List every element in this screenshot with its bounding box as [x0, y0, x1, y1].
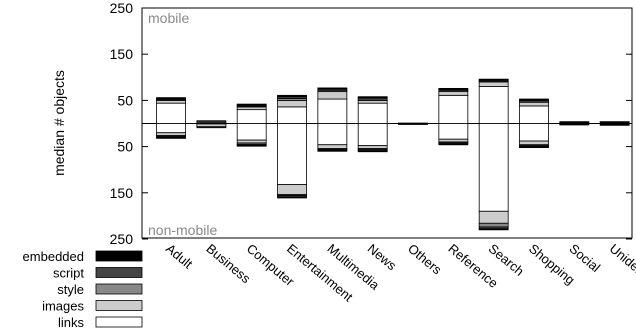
bar-non-mobile-links: [478, 123, 509, 212]
bar-mobile-links: [277, 106, 307, 124]
y-axis-title: median # objects: [51, 70, 67, 176]
bar-mobile-embedded: [277, 94, 307, 98]
bar-mobile-links: [156, 102, 186, 124]
bar-non-mobile-images: [236, 139, 267, 144]
bar-non-mobile-embedded: [559, 123, 590, 126]
legend-swatch-style: [95, 283, 143, 295]
bar-mobile-embedded: [156, 97, 186, 100]
bar-mobile-links: [519, 105, 549, 124]
mobile-label: mobile: [148, 10, 189, 26]
bar-non-mobile-embedded: [519, 146, 549, 149]
non-mobile-label: non-mobile: [148, 222, 217, 238]
x-tick-label: Business: [203, 241, 253, 287]
bar-non-mobile-embedded: [156, 136, 186, 139]
bar-non-mobile-images: [196, 123, 227, 128]
bar-non-mobile-embedded: [277, 196, 307, 199]
y-tick-label: 50: [117, 92, 133, 108]
bar-mobile-images: [478, 81, 509, 87]
x-axis-labels: Adult BusinessComputerEntertainmentMultim…: [163, 241, 636, 305]
legend-swatch-script: [95, 267, 143, 278]
legend-label: images: [42, 299, 84, 314]
bar-non-mobile-embedded: [438, 143, 469, 146]
legend-label: style: [57, 282, 84, 297]
bar-non-mobile-style: [478, 222, 509, 228]
bar-non-mobile-embedded: [317, 149, 348, 152]
bar-mobile-images: [438, 91, 469, 96]
bar-mobile-images: [317, 91, 348, 100]
bar-non-mobile-links: [357, 123, 388, 147]
bar-non-mobile-images: [156, 132, 186, 136]
y-tick-label: 50: [117, 139, 133, 155]
bar-mobile-embedded: [357, 96, 388, 99]
legend-swatch-links: [95, 316, 143, 328]
bar-non-mobile-images: [438, 138, 469, 143]
bar-non-mobile-images: [277, 184, 307, 196]
bar-non-mobile-links: [519, 123, 549, 142]
bar-mobile-links: [357, 102, 388, 124]
bar-mobile-script: [196, 120, 227, 123]
x-tick-label: Unidentified: [607, 241, 636, 297]
bar-non-mobile-links: [438, 123, 469, 140]
y-tick-label: 150: [110, 185, 134, 201]
bar-mobile-embedded: [559, 121, 590, 124]
y-tick-label: 250: [110, 0, 134, 16]
bar-mobile-embedded: [478, 78, 509, 81]
bar-mobile-embedded: [236, 103, 267, 106]
bar-mobile-links: [236, 109, 267, 124]
bar-mobile-images: [519, 101, 549, 107]
legend-swatch-embedded: [95, 250, 143, 262]
bar-non-mobile-images: [317, 144, 348, 149]
bar-non-mobile-script: [196, 126, 227, 129]
bar-non-mobile-embedded: [357, 150, 388, 153]
bar-mobile-links: [478, 86, 509, 124]
bar-non-mobile-links: [277, 123, 307, 185]
y-tick-label: 150: [110, 46, 134, 62]
bar-mobile-embedded: [317, 87, 348, 90]
bar-non-mobile-embedded: [478, 228, 509, 231]
legend-label: script: [53, 266, 84, 281]
bar-non-mobile-images: [478, 210, 509, 224]
bar-mobile-images: [357, 100, 388, 104]
bar-non-mobile-links: [317, 123, 348, 146]
x-tick-label: News: [365, 241, 400, 274]
bar-non-mobile-embedded: [236, 144, 267, 147]
bar-non-mobile-embedded: [599, 123, 630, 126]
bar-non-mobile-embedded: [398, 123, 428, 125]
legend-swatch-images: [95, 300, 143, 311]
bar-non-mobile-images: [357, 145, 388, 149]
bar-mobile-images: [277, 100, 307, 108]
x-tick-label: Others: [405, 241, 445, 278]
bar-non-mobile-links: [236, 123, 267, 141]
legend-label: embedded: [23, 249, 84, 264]
y-axis-ticks: 250 150 50 50 150 250: [110, 0, 632, 247]
bars: [156, 78, 630, 231]
bar-non-mobile-links: [156, 123, 186, 134]
bar-mobile-links: [317, 98, 348, 124]
bar-non-mobile-images: [519, 140, 549, 146]
legend-label: links: [58, 315, 85, 330]
x-tick-label: Adult: [163, 241, 196, 272]
y-tick-label: 250: [110, 231, 134, 247]
bar-mobile-embedded: [519, 98, 549, 101]
bar-mobile-embedded: [438, 87, 469, 90]
bar-mobile-links: [438, 94, 469, 124]
